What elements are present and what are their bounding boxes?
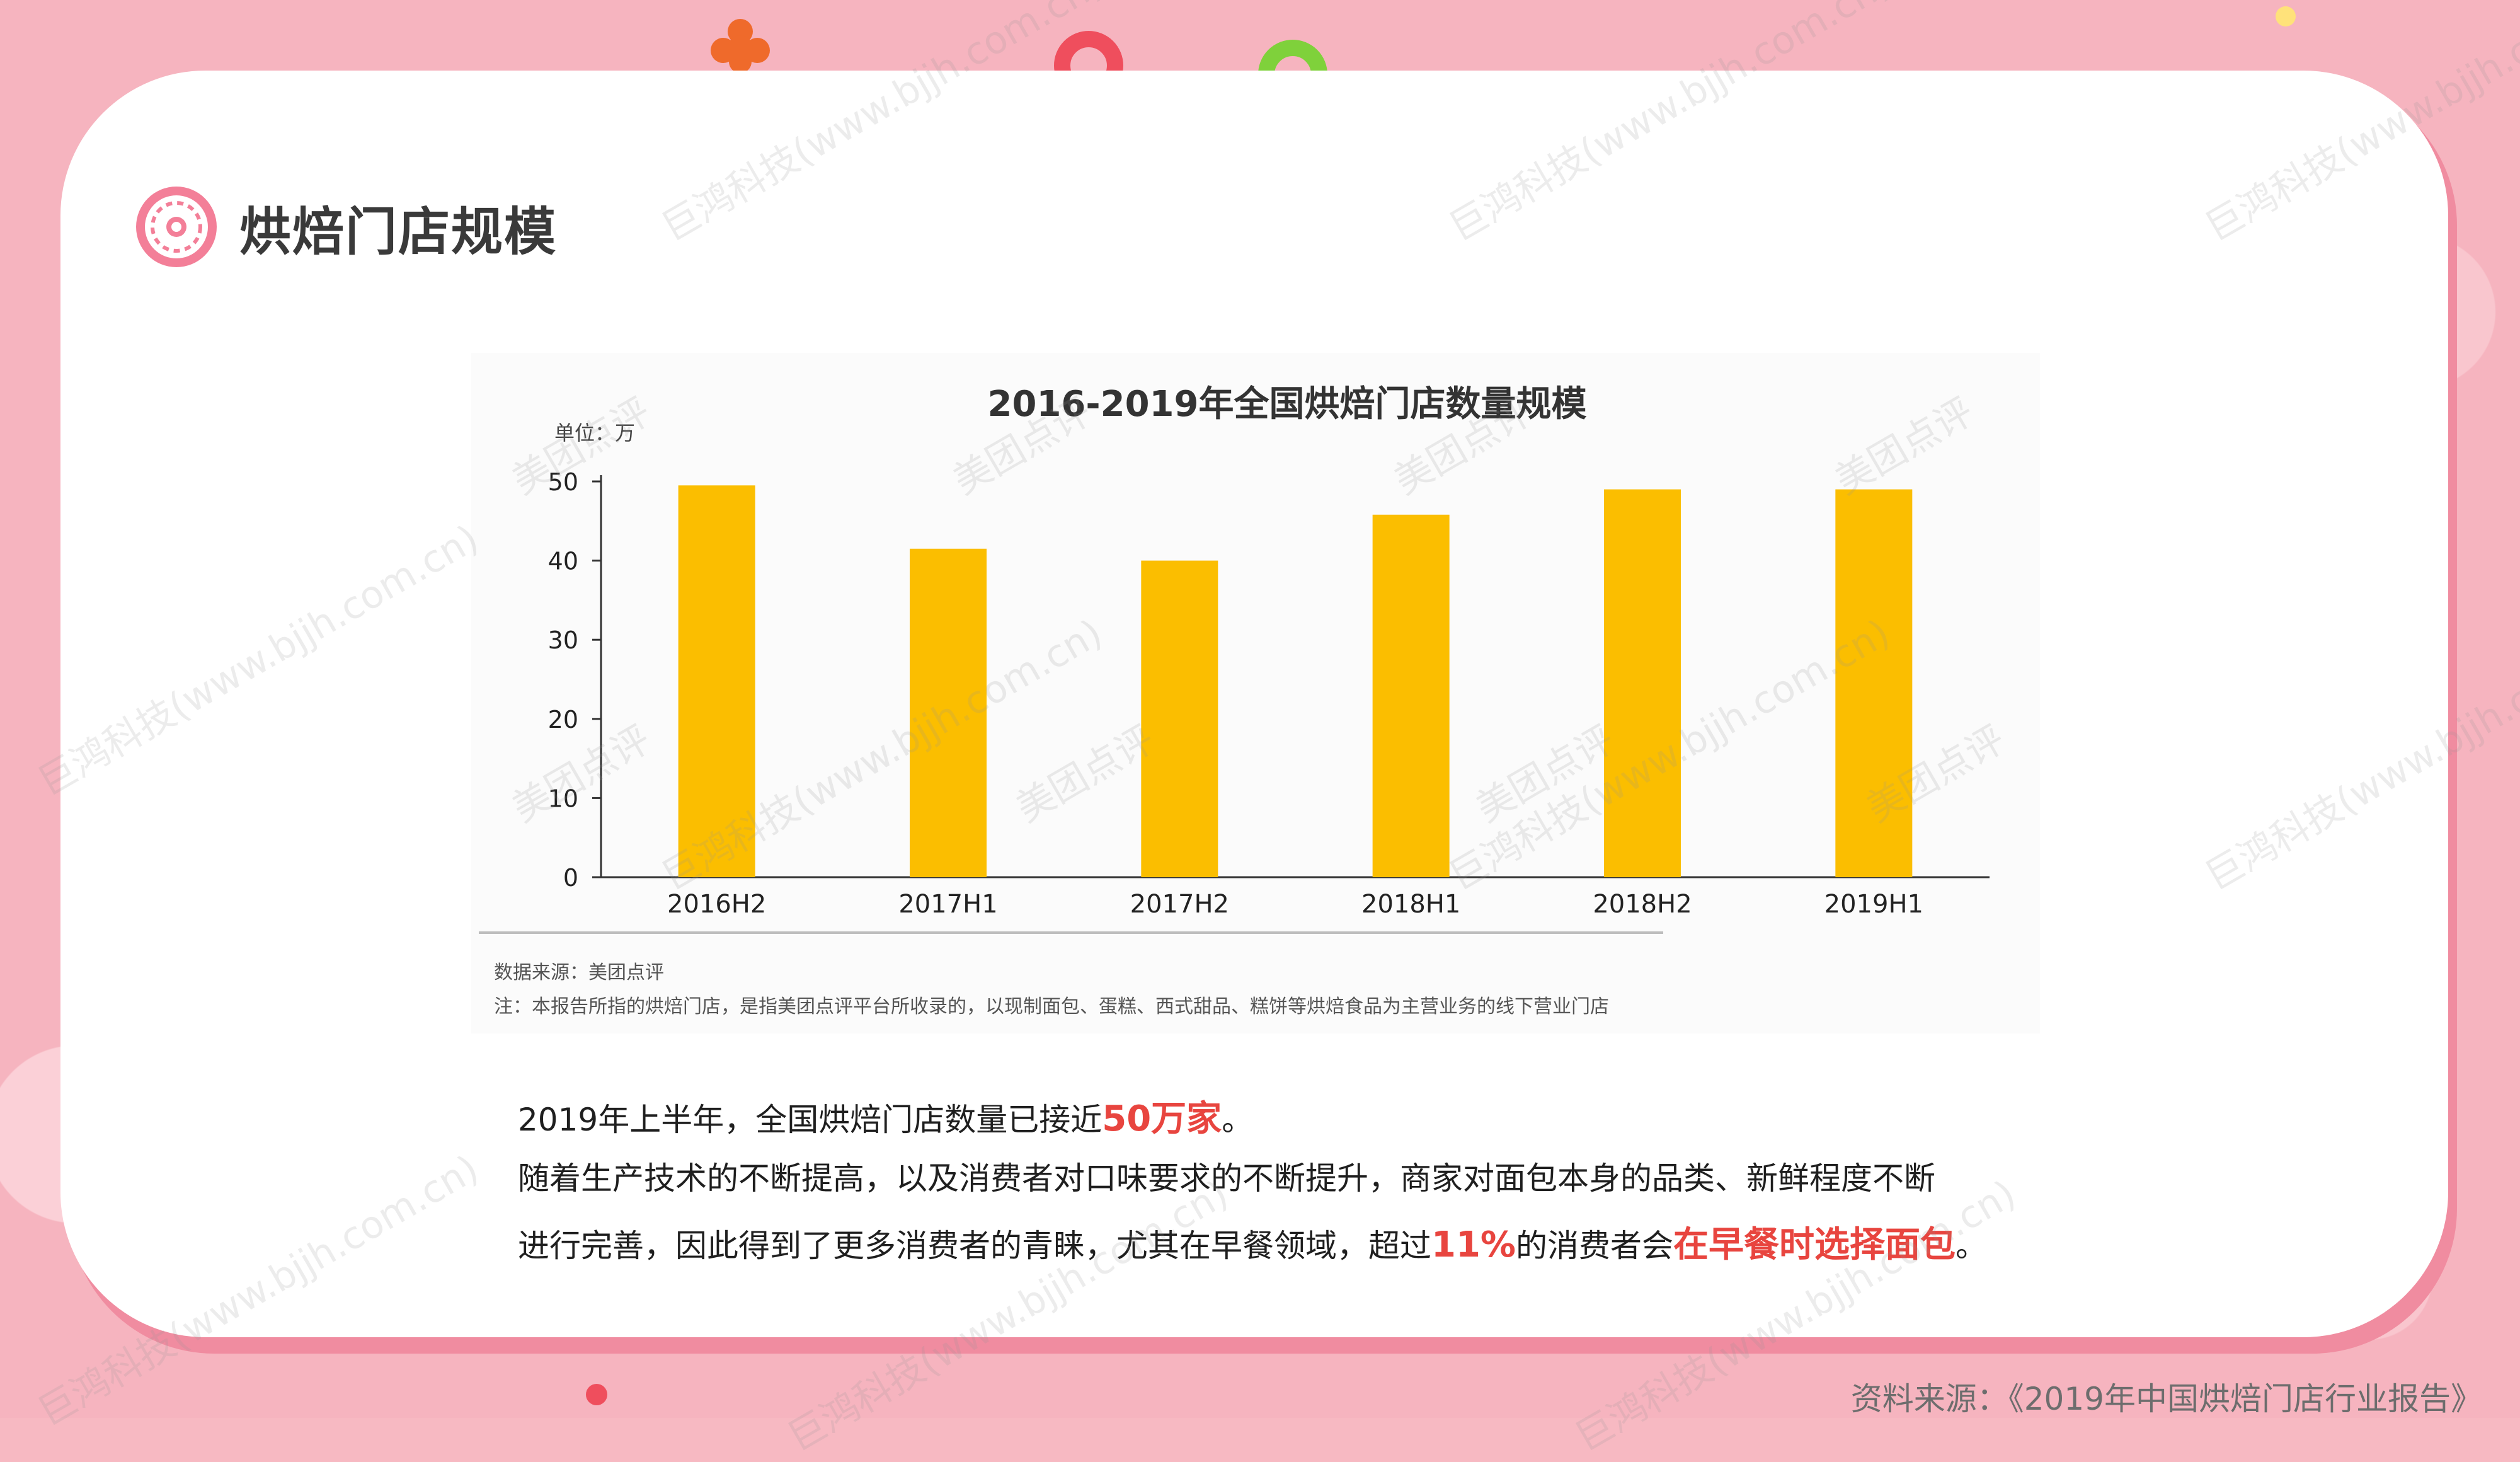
y-tick-label: 20 <box>548 706 578 734</box>
y-tick-label: 10 <box>548 785 578 812</box>
x-tick-label: 2018H1 <box>1361 890 1460 919</box>
highlight-text: 在早餐时选择面包 <box>1673 1224 1956 1265</box>
y-tick-label: 30 <box>548 626 578 654</box>
x-tick-label: 2018H2 <box>1593 890 1692 919</box>
x-tick-label: 2017H2 <box>1130 890 1229 919</box>
report-source: 资料来源：《2019年中国烘焙门店行业报告》 <box>1850 1381 2482 1417</box>
bar <box>1372 514 1450 877</box>
bar <box>678 485 755 877</box>
donut-icon <box>136 187 217 267</box>
highlight-text: 11% <box>1431 1224 1516 1265</box>
highlight-text: 50万家 <box>1102 1098 1222 1139</box>
bar <box>1141 560 1218 877</box>
bar <box>910 548 987 877</box>
chart-unit-label: 单位：万 <box>554 421 636 445</box>
flower-decoration-icon <box>711 19 770 73</box>
summary-line-1: 2019年上半年，全国烘焙门店数量已接近50万家。 <box>518 1090 1253 1141</box>
x-tick-label: 2017H1 <box>898 890 997 919</box>
summary-text: 进行完善，因此得到了更多消费者的青睐，尤其在早餐领域，超过 <box>518 1228 1431 1264</box>
source-divider <box>479 931 1663 934</box>
summary-text: 。 <box>1222 1102 1254 1138</box>
page-title: 烘焙门店规模 <box>239 202 558 262</box>
summary-text: 的消费者会 <box>1516 1228 1674 1264</box>
chart-source: 数据来源：美团点评 <box>494 962 664 984</box>
section-header: 烘焙门店规模 <box>132 183 557 271</box>
chart-figure: 2016-2019年全国烘焙门店数量规模 单位：万 0 10 20 30 40 50 201… <box>471 353 2040 1033</box>
dot-decoration <box>2276 6 2296 26</box>
summary-text: 2019年上半年，全国烘焙门店数量已接近 <box>518 1102 1102 1138</box>
bar <box>1835 489 1913 877</box>
x-tick-label: 2016H2 <box>667 890 766 919</box>
dot-decoration <box>586 1384 607 1405</box>
y-tick-label: 40 <box>548 548 578 575</box>
bar-chart: 0 10 20 30 40 50 2016H2 2017H1 2017H2 2018H1 2018H… <box>548 468 1990 919</box>
summary-text: 。 <box>1956 1228 1988 1264</box>
chart-title: 2016-2019年全国烘焙门店数量规模 <box>987 384 1587 425</box>
summary-line-2: 随着生产技术的不断提高，以及消费者对口味要求的不断提升，商家对面包本身的品类、新… <box>518 1160 1935 1197</box>
chart-note: 注：本报告所指的烘焙门店，是指美团点评平台所收录的，以现制面包、蛋糕、西式甜品、… <box>494 996 1609 1018</box>
y-tick-label: 0 <box>563 864 578 892</box>
y-tick-label: 50 <box>548 468 578 496</box>
x-tick-label: 2019H1 <box>1824 890 1923 919</box>
summary-line-3: 进行完善，因此得到了更多消费者的青睐，尤其在早餐领域，超过11%的消费者会在早餐… <box>518 1216 1987 1267</box>
bar <box>1604 489 1681 877</box>
